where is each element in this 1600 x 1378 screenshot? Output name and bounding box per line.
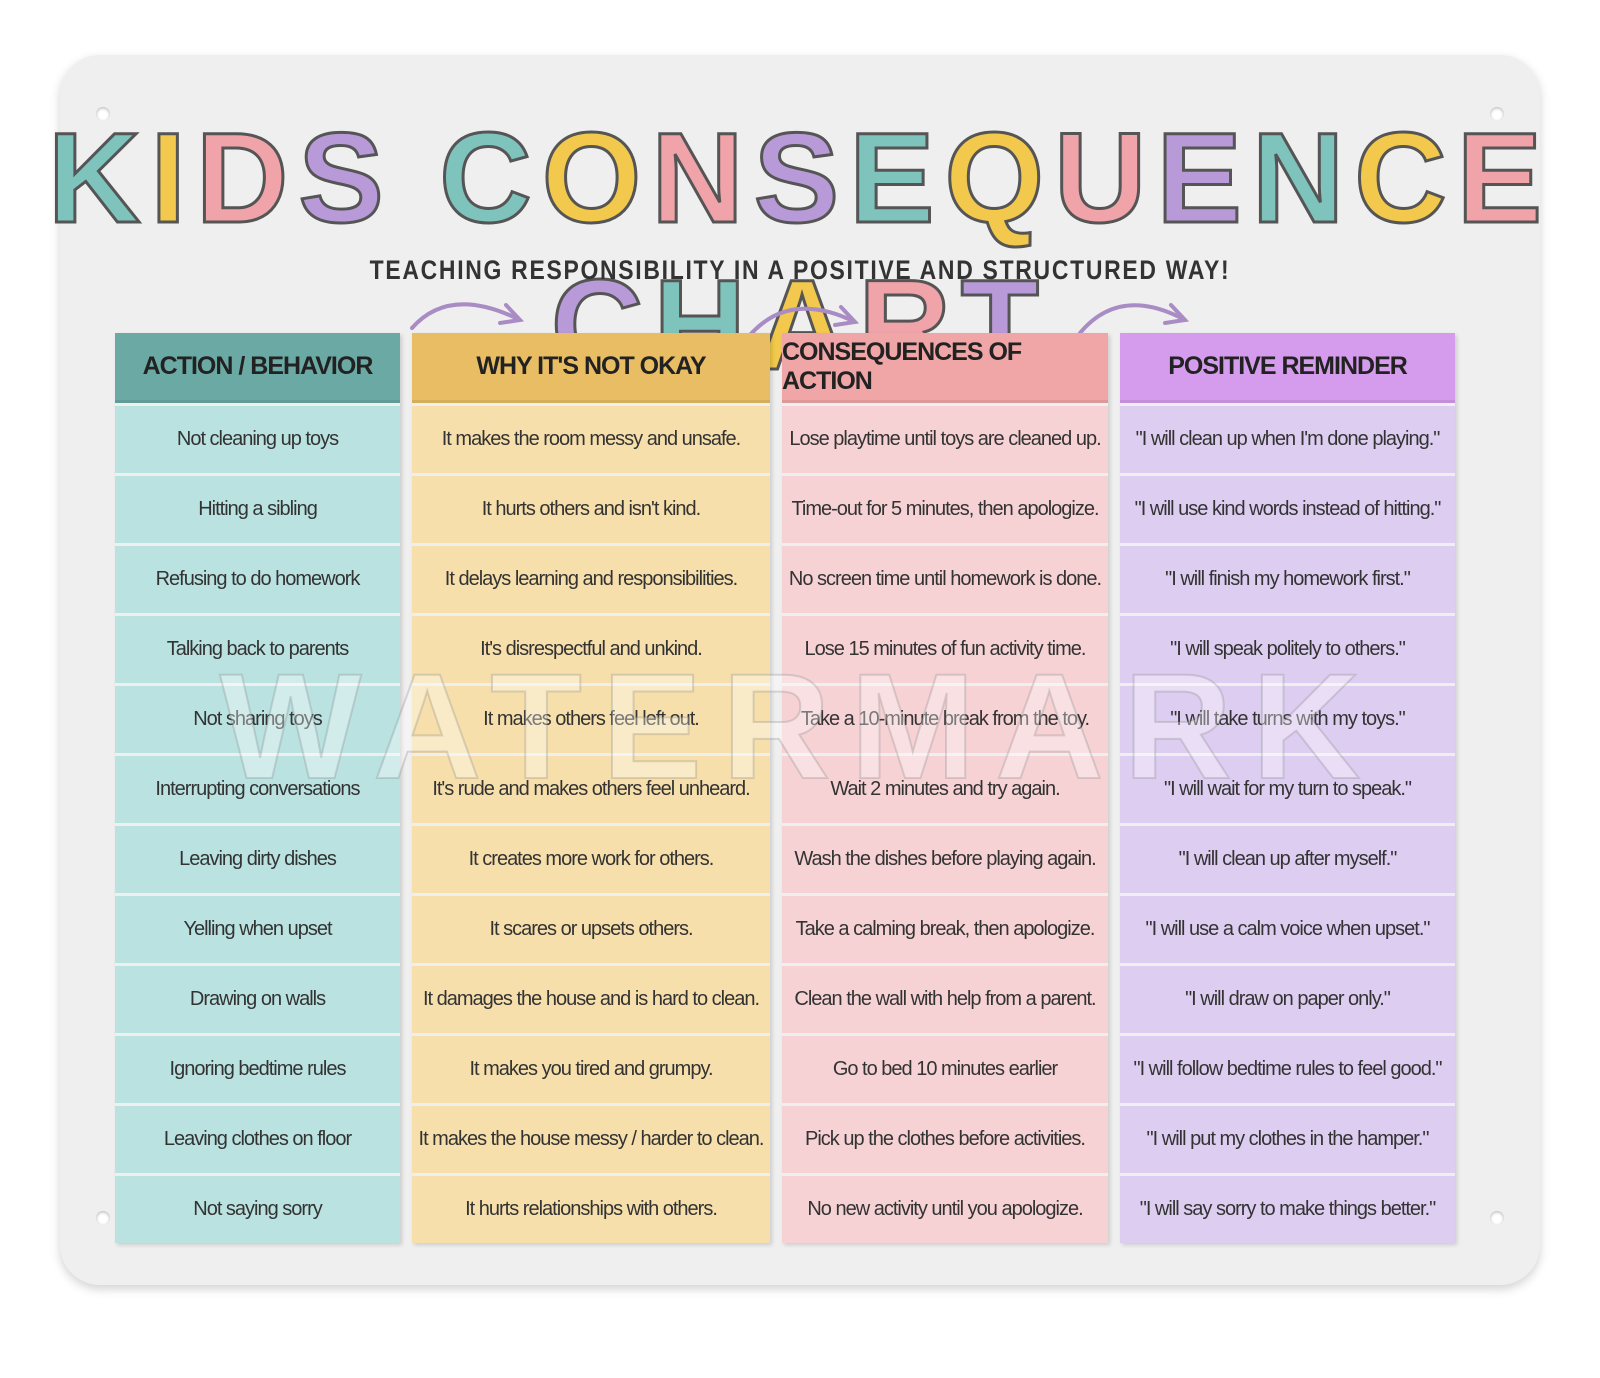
column-header: WHY IT'S NOT OKAY bbox=[412, 333, 770, 403]
title: KIDS CONSEQUENCE CHART bbox=[0, 105, 1600, 399]
title-letter: U bbox=[1053, 106, 1157, 252]
table-cell: "I will use a calm voice when upset." bbox=[1120, 896, 1455, 963]
table-cell: Ignoring bedtime rules bbox=[115, 1036, 400, 1103]
table-cell: Lose 15 minutes of fun activity time. bbox=[782, 616, 1108, 683]
title-letter: S bbox=[752, 106, 850, 252]
table-cell: It hurts relationships with others. bbox=[412, 1176, 770, 1243]
table-cell: It's rude and makes others feel unheard. bbox=[412, 756, 770, 823]
table-cell: "I will take turns with my toys." bbox=[1120, 686, 1455, 753]
title-letter: C bbox=[438, 106, 542, 252]
table-cell: It damages the house and is hard to clea… bbox=[412, 966, 770, 1033]
table-cell: Leaving clothes on floor bbox=[115, 1106, 400, 1173]
table-cell: Go to bed 10 minutes earlier bbox=[782, 1036, 1108, 1103]
title-letter: S bbox=[297, 106, 394, 252]
table-cell: Take a 10-minute break from the toy. bbox=[782, 686, 1108, 753]
table-cell: Talking back to parents bbox=[115, 616, 400, 683]
table-cell: "I will follow bedtime rules to feel goo… bbox=[1120, 1036, 1455, 1103]
title-letter: C bbox=[1353, 106, 1457, 252]
hole bbox=[1490, 1211, 1504, 1225]
table-cell: "I will wait for my turn to speak." bbox=[1120, 756, 1455, 823]
title-letter: N bbox=[650, 106, 754, 252]
column: CONSEQUENCES OF ACTION Lose playtime unti… bbox=[782, 333, 1108, 1243]
arrow bbox=[410, 302, 522, 330]
title-letter: I bbox=[149, 106, 196, 252]
table-cell: "I will speak politely to others." bbox=[1120, 616, 1455, 683]
table-cell: "I will use kind words instead of hittin… bbox=[1120, 476, 1455, 543]
title-letter: Q bbox=[943, 106, 1055, 252]
table-cell: "I will put my clothes in the hamper." bbox=[1120, 1106, 1455, 1173]
table-cell: It scares or upsets others. bbox=[412, 896, 770, 963]
arrow-head bbox=[1163, 303, 1190, 325]
table-cell: Not cleaning up toys bbox=[115, 406, 400, 473]
table-cell: Wash the dishes before playing again. bbox=[782, 826, 1108, 893]
table-cell: Time-out for 5 minutes, then apologize. bbox=[782, 476, 1108, 543]
table-cell: It makes others feel left out. bbox=[412, 686, 770, 753]
table-cell: Lose playtime until toys are cleaned up. bbox=[782, 406, 1108, 473]
column-header: POSITIVE REMINDER bbox=[1120, 333, 1455, 403]
column: POSITIVE REMINDER "I will clean up when I… bbox=[1120, 333, 1455, 1243]
table-cell: It makes the room messy and unsafe. bbox=[412, 406, 770, 473]
table-cell: "I will draw on paper only." bbox=[1120, 966, 1455, 1033]
arrow-head bbox=[498, 303, 525, 325]
title-letter: N bbox=[1250, 106, 1355, 252]
column-header: CONSEQUENCES OF ACTION bbox=[782, 333, 1108, 403]
title-letter: E bbox=[848, 106, 945, 252]
column-header: ACTION / BEHAVIOR bbox=[115, 333, 400, 403]
arrow bbox=[748, 306, 857, 337]
table-cell: It delays learning and responsibilities. bbox=[412, 546, 770, 613]
table-cell: Pick up the clothes before activities. bbox=[782, 1106, 1108, 1173]
title-letter: O bbox=[540, 106, 652, 252]
table-cell: No new activity until you apologize. bbox=[782, 1176, 1108, 1243]
arrow-head bbox=[833, 305, 860, 327]
table-cell: Leaving dirty dishes bbox=[115, 826, 400, 893]
table-cell: Not saying sorry bbox=[115, 1176, 400, 1243]
hole bbox=[96, 107, 110, 121]
table-cell: Clean the wall with help from a parent. bbox=[782, 966, 1108, 1033]
table-cell: It makes you tired and grumpy. bbox=[412, 1036, 770, 1103]
table-cell: Wait 2 minutes and try again. bbox=[782, 756, 1108, 823]
column: WHY IT'S NOT OKAY It makes the room messy… bbox=[412, 333, 770, 1243]
table-cell: No screen time until homework is done. bbox=[782, 546, 1108, 613]
table-cell: Yelling when upset bbox=[115, 896, 400, 963]
table-cell: Interrupting conversations bbox=[115, 756, 400, 823]
column: ACTION / BEHAVIOR Not cleaning up toys Hit… bbox=[115, 333, 400, 1243]
title-letter: E bbox=[1455, 106, 1553, 252]
table-cell: Take a calming break, then apologize. bbox=[782, 896, 1108, 963]
hole bbox=[96, 1211, 110, 1225]
table-cell: Hitting a sibling bbox=[115, 476, 400, 543]
table-cell: "I will clean up when I'm done playing." bbox=[1120, 406, 1455, 473]
table-cell: Drawing on walls bbox=[115, 966, 400, 1033]
hole bbox=[1490, 107, 1504, 121]
title-letter: D bbox=[194, 106, 299, 252]
table-cell: Refusing to do homework bbox=[115, 546, 400, 613]
arrow bbox=[1078, 303, 1187, 335]
table-cell: "I will say sorry to make things better.… bbox=[1120, 1176, 1455, 1243]
table-cell: Not sharing toys bbox=[115, 686, 400, 753]
subtitle: TEACHING RESPONSIBILITY IN A POSITIVE AN… bbox=[369, 255, 1231, 285]
title-letter: K bbox=[46, 106, 151, 252]
table-cell: "I will finish my homework first." bbox=[1120, 546, 1455, 613]
table-cell: It makes the house messy / harder to cle… bbox=[412, 1106, 770, 1173]
table-cell: It's disrespectful and unkind. bbox=[412, 616, 770, 683]
table-cell: It hurts others and isn't kind. bbox=[412, 476, 770, 543]
table-cell: It creates more work for others. bbox=[412, 826, 770, 893]
title-letter: E bbox=[1155, 106, 1252, 252]
table-cell: "I will clean up after myself." bbox=[1120, 826, 1455, 893]
